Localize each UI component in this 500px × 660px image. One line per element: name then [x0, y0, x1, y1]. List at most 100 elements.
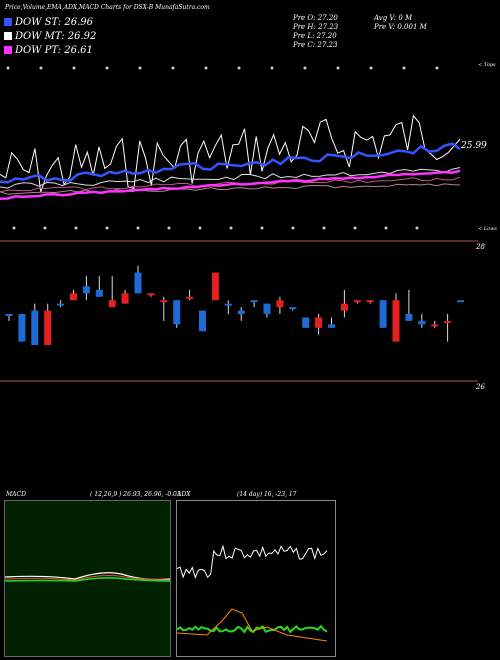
low-marker: [43, 226, 47, 230]
chart-title: Price,Volume,EMA,ADX,MACD Charts for DSX…: [5, 4, 210, 11]
candle-body: [392, 300, 400, 342]
low-marker: [198, 226, 202, 230]
candle-body: [121, 293, 129, 304]
top-marker: [435, 66, 439, 70]
ema-st-line: [0, 142, 461, 184]
candle-body: [18, 314, 26, 342]
macd-signal-line: [5, 575, 170, 581]
macd-label: MACD: [6, 491, 26, 498]
ema-long-line: [0, 183, 461, 195]
adx-label: ADX: [177, 491, 191, 498]
legend-pt: DOW PT: 26.61: [4, 45, 93, 56]
adx-params: (14 day) 16, -23, 17: [237, 491, 297, 498]
ema-mt-line: [0, 167, 461, 189]
candle-body: [405, 314, 413, 321]
candle-body: [250, 300, 258, 303]
top-marker: [72, 66, 76, 70]
top-marker: [138, 66, 142, 70]
top-marker: [270, 66, 274, 70]
candle-body: [379, 300, 387, 328]
candle-body: [340, 303, 348, 311]
top-marker: [237, 66, 241, 70]
candle-body: [199, 310, 206, 332]
macd-chart: [5, 501, 170, 656]
low-marker: [322, 226, 326, 230]
pre-close: Pre C: 27.23: [293, 41, 338, 49]
macd-panel: [4, 500, 171, 657]
candle-body: [315, 317, 323, 328]
legend-pt-label: DOW PT: 26.61: [15, 45, 93, 56]
low-marker: [167, 226, 171, 230]
top-marker: [171, 66, 175, 70]
low-marker: [260, 226, 264, 230]
macd-params: ( 12,26,9 ) 26.93, 26.96, -0.03: [90, 491, 181, 498]
lows-label: < Lows: [478, 226, 497, 232]
candle-body: [31, 310, 39, 346]
candle-body: [457, 300, 464, 303]
top-marker: [303, 66, 307, 70]
candle-body: [289, 307, 297, 310]
low-marker: [353, 226, 357, 230]
tops-label: < Tops: [478, 62, 496, 68]
top-marker: [6, 66, 10, 70]
top-marker: [369, 66, 373, 70]
adx-chart: [177, 544, 328, 642]
candle-body: [328, 324, 335, 328]
candle-body: [224, 303, 232, 306]
low-marker: [229, 226, 233, 230]
candle-body: [82, 286, 90, 294]
legend-mt: DOW MT: 26.92: [4, 31, 96, 42]
legend-mt-swatch: [4, 32, 12, 40]
candle-body: [134, 272, 142, 294]
low-marker: [415, 226, 419, 230]
pre-low: Pre L: 27.20: [293, 32, 337, 40]
ema-pt-line: [0, 169, 461, 200]
candle-body: [44, 310, 52, 346]
legend-pt-swatch: [4, 46, 12, 54]
candle-body: [95, 289, 103, 297]
top-marker: [204, 66, 208, 70]
candle-body: [431, 324, 439, 327]
legend-st-label: DOW ST: 26.96: [15, 17, 94, 28]
candle-body: [211, 272, 219, 301]
candle-body: [186, 296, 194, 299]
top-marker: [402, 66, 406, 70]
candle-body: [237, 310, 245, 314]
low-marker: [384, 226, 388, 230]
ema-mid-line: [0, 176, 461, 193]
price-label: 25.99: [461, 141, 487, 151]
candle-body: [353, 300, 361, 303]
candle-body: [57, 303, 65, 306]
adx-orange-line: [177, 608, 328, 642]
low-marker: [74, 226, 78, 230]
low-marker: [12, 226, 16, 230]
top-marker: [105, 66, 109, 70]
candle-body: [276, 300, 284, 308]
pre-volume: Pre V: 0.001 M: [374, 23, 427, 31]
candle-body: [147, 293, 155, 296]
top-marker: [336, 66, 340, 70]
pre-open: Pre O: 27.20: [293, 14, 338, 22]
candle-body: [160, 300, 168, 303]
macd-hist-line: [5, 577, 170, 582]
price-line: [0, 114, 461, 193]
low-marker: [136, 226, 140, 230]
low-marker: [105, 226, 109, 230]
candle-body: [366, 300, 374, 303]
candle-body: [108, 300, 116, 308]
candle-body: [302, 317, 310, 328]
adx-panel: [176, 500, 336, 657]
price-chart: [0, 66, 478, 382]
candle-body: [173, 300, 181, 325]
top-marker: [39, 66, 43, 70]
pre-high: Pre H: 27.23: [293, 23, 339, 31]
candle-body: [444, 320, 452, 323]
adx-di-plus-line: [177, 544, 328, 579]
low-marker: [291, 226, 295, 230]
avg-volume: Avg V: 0 M: [374, 14, 413, 22]
candle-body: [5, 314, 13, 316]
axis-high-label: 28: [476, 243, 485, 251]
axis-low-label: 26: [476, 383, 485, 391]
candle-body: [70, 293, 77, 301]
candle-body: [263, 303, 271, 314]
